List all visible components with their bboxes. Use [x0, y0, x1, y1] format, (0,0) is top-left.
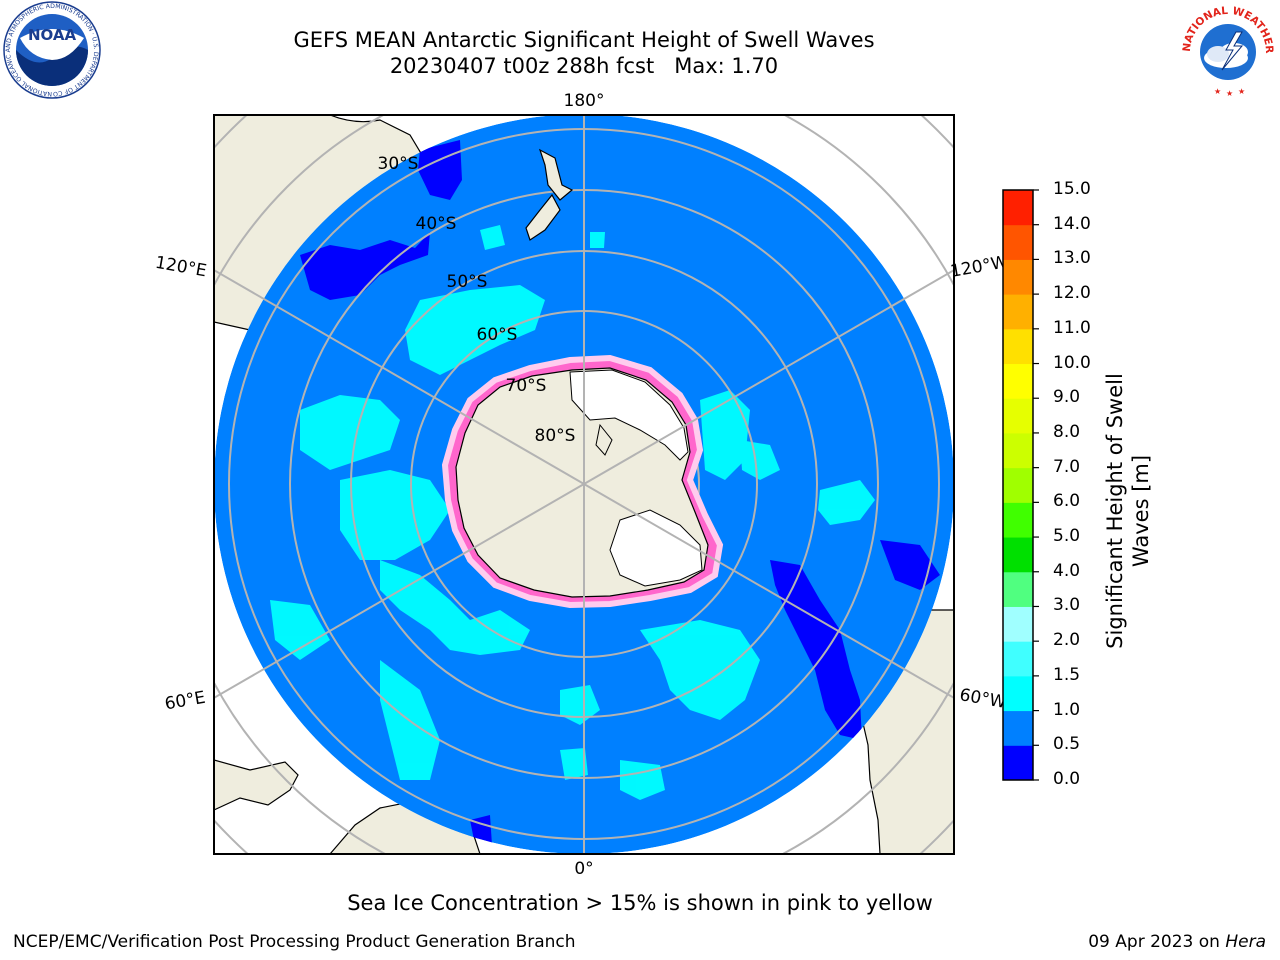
- lat-label-50s: 50°S: [447, 272, 488, 292]
- colorbar-tick-label: 0.0: [1053, 769, 1081, 789]
- svg-text:★: ★: [1214, 87, 1221, 96]
- lon-label-180: 180°: [564, 91, 605, 111]
- colorbar-title: Significant Height of Swell Waves [m]: [1103, 373, 1153, 649]
- colorbar-tick-label: 14.0: [1053, 213, 1091, 234]
- colorbar-swatch: [1003, 467, 1033, 503]
- map-subtitle: 20230407 t00z 288h fcst Max: 1.70: [389, 54, 779, 78]
- lon-label-60e: 60°E: [163, 688, 207, 715]
- footer-date-text: 09 Apr 2023 on: [1088, 932, 1220, 952]
- antarctica: [441, 354, 724, 609]
- colorbar-tick-label: 0.5: [1053, 734, 1081, 755]
- colorbar-tick-label: 6.0: [1053, 491, 1081, 512]
- sea-ice-caption: Sea Ice Concentration > 15% is shown in …: [347, 891, 933, 915]
- colorbar-swatch: [1003, 641, 1033, 677]
- colorbar-tick-label: 9.0: [1053, 387, 1081, 408]
- lon-label-120w: 120°W: [949, 252, 1010, 282]
- map-title: GEFS MEAN Antarctic Significant Height o…: [293, 28, 875, 52]
- colorbar-tick-label: 1.5: [1053, 664, 1081, 685]
- colorbar-swatch: [1003, 224, 1033, 260]
- colorbar-swatch: [1003, 398, 1033, 434]
- colorbar-tick-label: 1.0: [1053, 699, 1081, 720]
- colorbar-swatch: [1003, 432, 1033, 469]
- new-zealand: [525, 148, 574, 241]
- colorbar-tick-label: 3.0: [1053, 595, 1081, 616]
- colorbar-tick-label: 13.0: [1053, 248, 1091, 269]
- nws-logo-icon: NATIONAL WEATHER SERVICE ★ ★ ★: [1176, 0, 1277, 99]
- colorbar-tick-label: 8.0: [1053, 421, 1081, 442]
- colorbar-swatch: [1003, 537, 1033, 573]
- lat-label-70s: 70°S: [506, 376, 547, 396]
- colorbar-swatch: [1003, 363, 1033, 399]
- colorbar-swatch: [1003, 745, 1033, 781]
- colorbar-swatch: [1003, 571, 1033, 607]
- longitude-gridlines: [214, 115, 954, 854]
- colorbar-swatch: [1003, 294, 1033, 330]
- svg-text:NOAA: NOAA: [28, 26, 77, 44]
- lon-label-60w: 60°W: [958, 685, 1008, 713]
- colorbar-swatch: [1003, 710, 1033, 746]
- colorbar: [1002, 189, 1039, 781]
- footer-date: 09 Apr 2023 on Hera: [1088, 932, 1266, 952]
- colorbar-swatch: [1003, 328, 1033, 365]
- lat-label-80s: 80°S: [535, 426, 576, 446]
- colorbar-tick-label: 10.0: [1053, 352, 1091, 373]
- lat-label-60s: 60°S: [477, 325, 518, 345]
- lon-label-120e: 120°E: [154, 253, 208, 282]
- lat-label-30s: 30°S: [378, 154, 419, 174]
- svg-text:★: ★: [1238, 87, 1245, 96]
- map-frame: [213, 114, 955, 855]
- colorbar-tick-label: 11.0: [1053, 317, 1091, 338]
- footer-credit: NCEP/EMC/Verification Post Processing Pr…: [13, 932, 576, 952]
- colorbar-swatch: [1003, 675, 1033, 712]
- lat-label-40s: 40°S: [416, 214, 457, 234]
- swell-patches: [270, 225, 875, 800]
- colorbar-tick-label: 7.0: [1053, 456, 1081, 477]
- colorbar-tick-label: 2.0: [1053, 630, 1081, 651]
- svg-text:★: ★: [1226, 89, 1233, 98]
- colorbar-tick-label: 15.0: [1053, 179, 1091, 199]
- footer-host: Hera: [1225, 932, 1266, 952]
- colorbar-frame: [1002, 189, 1034, 781]
- colorbar-swatch: [1003, 502, 1033, 538]
- colorbar-tick-label: 4.0: [1053, 560, 1081, 581]
- colorbar-swatch: [1003, 606, 1033, 642]
- colorbar-tick-label: 12.0: [1053, 283, 1091, 304]
- colorbar-swatch: [1003, 259, 1033, 295]
- colorbar-swatch: [1003, 190, 1033, 226]
- colorbar-tick-label: 5.0: [1053, 526, 1081, 547]
- lon-label-0: 0°: [574, 859, 593, 879]
- noaa-logo-icon: NATIONAL OCEANIC AND ATMOSPHERIC ADMINIS…: [0, 0, 102, 100]
